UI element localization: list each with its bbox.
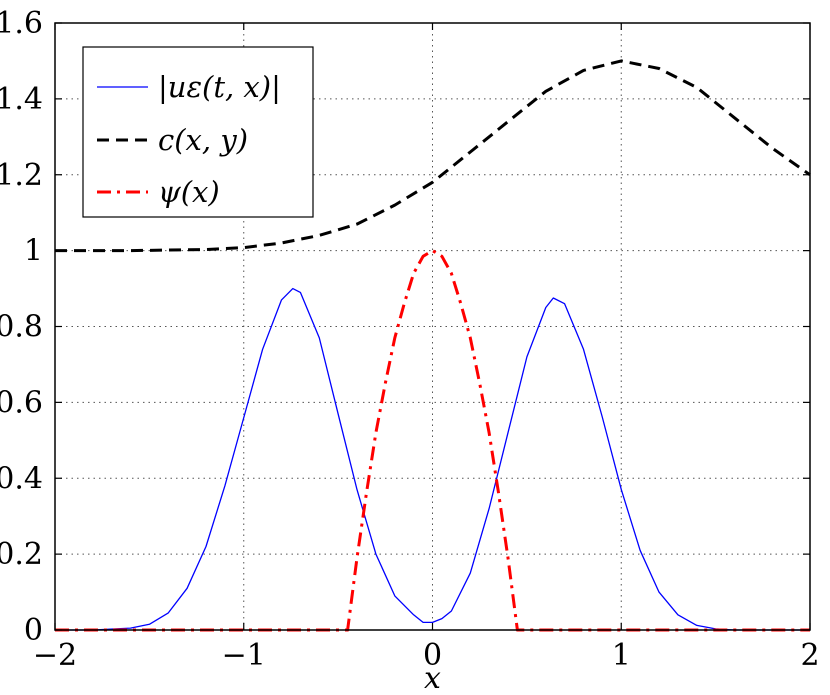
- series-line-0: [55, 287, 810, 631]
- x-axis-label: x: [424, 661, 441, 695]
- legend-label-1: c(x, y): [158, 123, 248, 157]
- series-layer: [55, 59, 811, 632]
- x-tick-label: −1: [222, 638, 266, 673]
- tick-layer: −2 −1 0 1 2 0 0.2 0.4 0.6 0.8 1 1.2 1.4 1.6: [0, 6, 820, 673]
- y-tick-label: 1: [24, 234, 43, 269]
- x-tick-label: 0: [423, 638, 442, 673]
- y-tick-label: 0.2: [0, 537, 43, 572]
- series-line-2: [55, 249, 810, 632]
- y-tick-label: 1.2: [0, 158, 43, 193]
- legend-box: [82, 46, 314, 218]
- y-tick-label: 0: [24, 613, 43, 648]
- series-line-1: [55, 59, 811, 253]
- x-tick-label: 2: [800, 638, 819, 673]
- y-tick-label: 0.6: [0, 385, 43, 420]
- y-tick-label: 0.4: [0, 461, 43, 496]
- legend: |uε(t, x)| c(x, y) ψ(x): [82, 46, 314, 218]
- x-tick-label: −2: [33, 638, 77, 673]
- y-tick-label: 0.8: [0, 310, 43, 345]
- y-tick-label: 1.6: [0, 6, 43, 41]
- x-tick-label: 1: [612, 638, 631, 673]
- y-tick-label: 1.4: [0, 82, 43, 117]
- legend-label-2: ψ(x): [158, 175, 220, 209]
- legend-label-0: |uε(t, x)|: [158, 70, 281, 104]
